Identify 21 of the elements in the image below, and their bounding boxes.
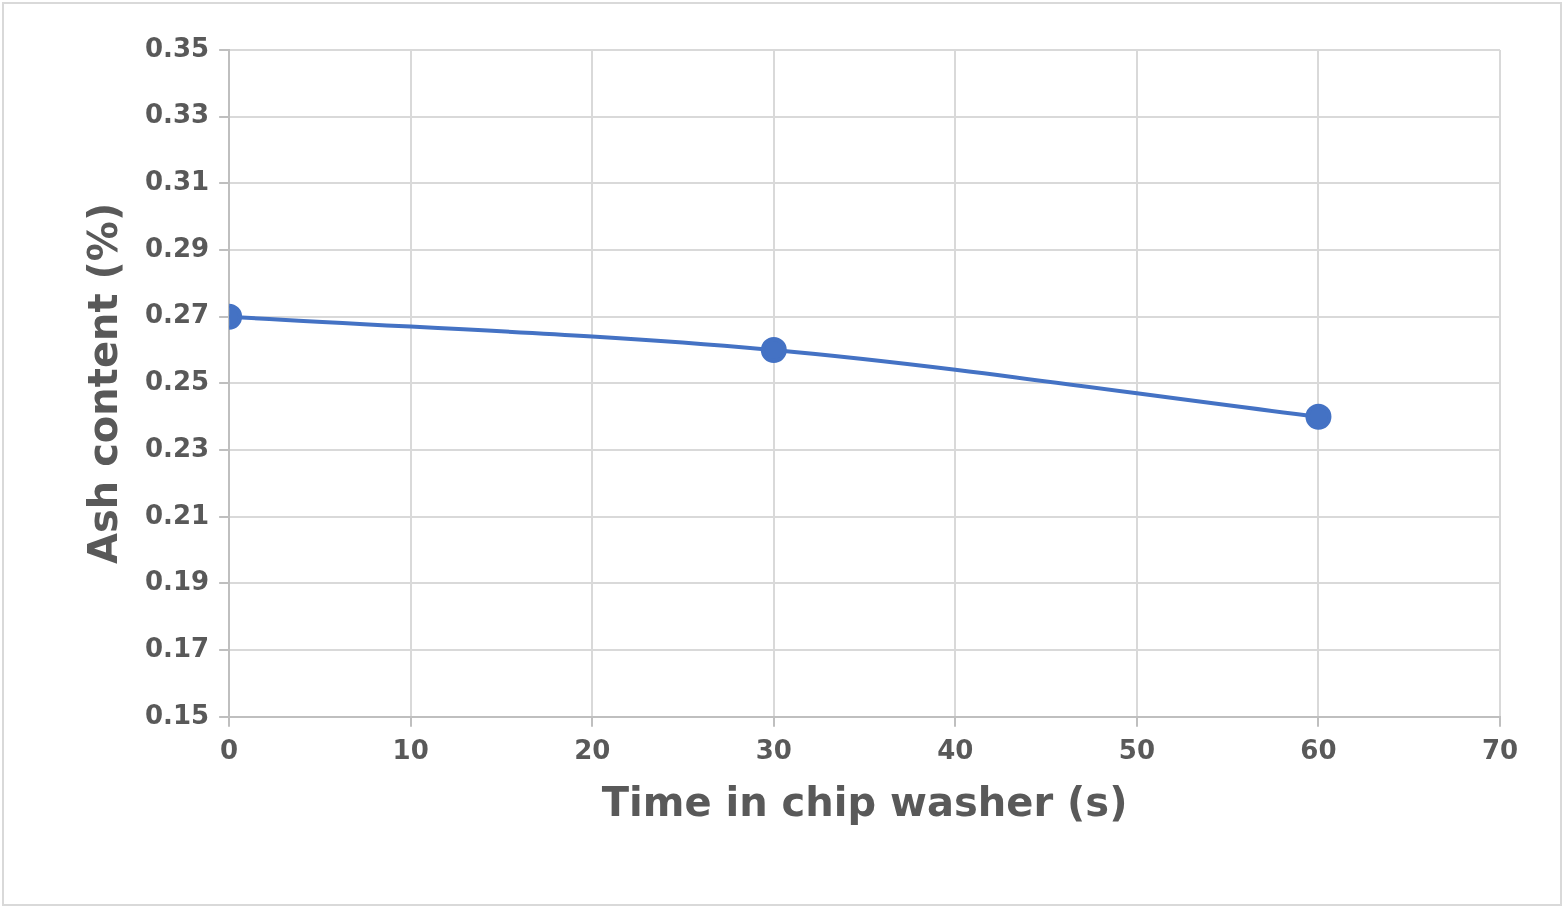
y-tick-label: 0.27 — [144, 299, 210, 330]
x-axis-title: Time in chip washer (s) — [601, 779, 1128, 826]
x-tick-label: 20 — [574, 735, 611, 766]
x-tick-label: 30 — [755, 735, 792, 766]
y-tick-label: 0.23 — [144, 432, 210, 463]
y-tick-label: 0.17 — [144, 632, 210, 663]
y-tick-label: 0.29 — [144, 232, 210, 263]
x-tick-label: 10 — [392, 735, 429, 766]
y-tick-label: 0.19 — [144, 566, 210, 597]
y-tick-label: 0.35 — [144, 32, 210, 63]
x-tick-label: 70 — [1481, 735, 1519, 766]
x-tick-label: 40 — [937, 735, 974, 766]
y-tick-label: 0.15 — [144, 699, 210, 730]
x-tick-label: 60 — [1300, 735, 1337, 766]
y-tick-label: 0.31 — [144, 166, 210, 197]
y-tick-label: 0.33 — [144, 99, 210, 130]
y-tick-label: 0.21 — [144, 499, 210, 530]
y-axis-title: Ash content (%) — [80, 202, 127, 565]
y-tick-label: 0.25 — [144, 366, 210, 397]
x-tick-label: 0 — [220, 735, 239, 766]
x-tick-label: 50 — [1118, 735, 1155, 766]
